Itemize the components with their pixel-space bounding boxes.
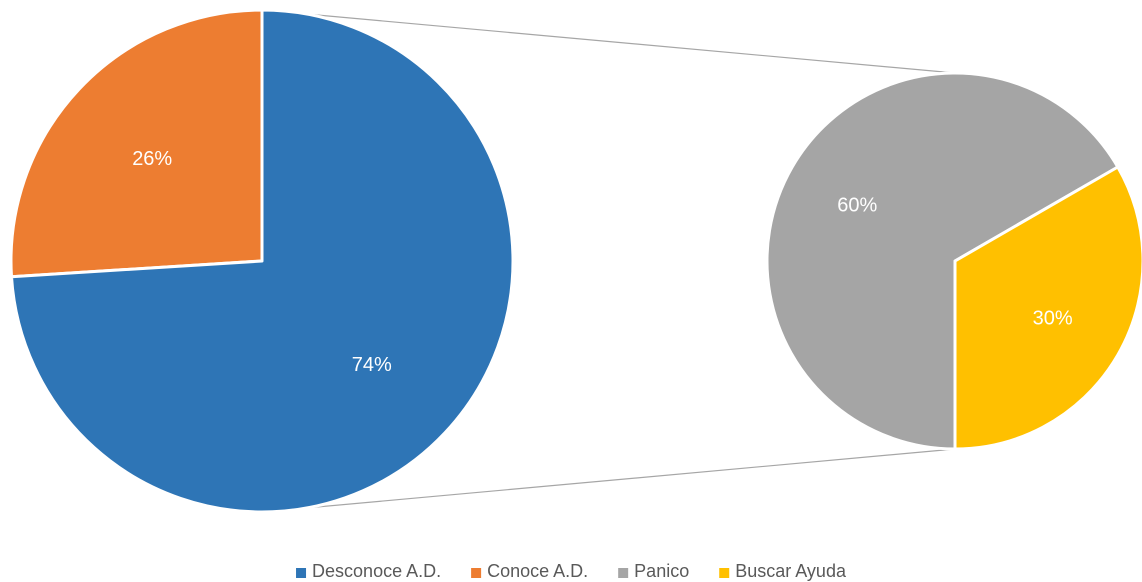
data-label-conoce-a-d: 26% [132,148,172,170]
legend-item-panico: Panico [618,561,689,581]
legend-swatch-conoce-a-d [471,568,482,578]
data-label-desconoce-a-d: 74% [352,354,392,376]
pie-slice-desconoce-a-d [9,8,515,514]
pie-slice-buscar-ayuda [953,165,1142,451]
legend-item-buscar-ayuda: Buscar Ayuda [719,561,847,581]
pie-slice-panico [765,71,1120,451]
secondary-pie: 60% 30% [765,71,1142,451]
legend-label-desconoce-a-d: Desconoce A.D. [312,561,441,581]
connector-lines [261,9,956,513]
legend-label-conoce-a-d: Conoce A.D. [487,561,588,581]
legend-item-conoce-a-d: Conoce A.D. [471,561,588,581]
legend: Desconoce A.D. Conoce A.D. Panico Buscar Ay… [296,561,847,581]
connector-line-top [261,9,956,74]
legend-swatch-panico [618,568,629,578]
legend-item-desconoce-a-d: Desconoce A.D. [296,561,441,581]
legend-label-buscar-ayuda: Buscar Ayuda [735,561,847,581]
data-label-panico: 60% [837,195,877,217]
pie-slice-conoce-a-d [9,8,264,279]
legend-label-panico: Panico [634,561,689,581]
main-pie: 26% 74% [9,8,515,514]
data-label-buscar-ayuda: 30% [1033,307,1073,329]
connector-line-bottom [261,448,956,513]
legend-swatch-buscar-ayuda [719,568,730,578]
legend-swatch-desconoce-a-d [296,568,307,578]
